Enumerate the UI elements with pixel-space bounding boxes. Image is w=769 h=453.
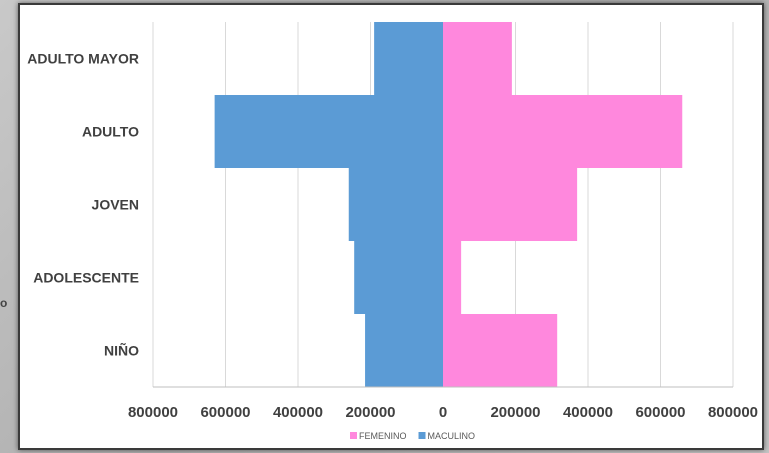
- x-tick-label: 400000: [273, 404, 323, 421]
- legend-label-femenino: FEMENINO: [359, 431, 407, 441]
- x-tick-label: 800000: [128, 404, 178, 421]
- bar-maculino-0: [374, 22, 443, 95]
- x-tick-label: 400000: [563, 404, 613, 421]
- bar-femenino-2: [443, 168, 578, 241]
- bar-layer: [214, 22, 683, 387]
- population-pyramid-chart: ADULTO MAYOR ADULTO JOVEN ADOLESCENTE NIÑO 80…: [27, 22, 758, 441]
- x-tick-label: 800000: [708, 404, 758, 421]
- x-tick-label: 600000: [200, 404, 250, 421]
- bar-femenino-0: [443, 22, 512, 95]
- x-tick-label: 0: [439, 404, 447, 421]
- bar-maculino-2: [348, 168, 443, 241]
- stray-text: o: [0, 296, 8, 310]
- legend-swatch-femenino: [350, 432, 357, 439]
- x-tick-label: 200000: [345, 404, 395, 421]
- category-label: ADULTO: [82, 124, 139, 140]
- category-label: NIÑO: [104, 342, 139, 359]
- legend-swatch-maculino: [418, 432, 426, 439]
- bar-maculino-1: [214, 95, 443, 168]
- legend: FEMENINO MACULINO: [350, 431, 475, 441]
- bar-maculino-4: [365, 314, 443, 387]
- bar-maculino-3: [354, 241, 443, 314]
- x-tick-label: 600000: [635, 404, 685, 421]
- bar-femenino-1: [443, 95, 683, 168]
- chart-container: ADULTO MAYOR ADULTO JOVEN ADOLESCENTE NIÑO 80…: [18, 3, 764, 450]
- bar-femenino-3: [443, 241, 462, 314]
- x-tick-label: 200000: [490, 404, 540, 421]
- category-label: JOVEN: [92, 197, 139, 213]
- bar-femenino-4: [443, 314, 558, 387]
- legend-label-maculino: MACULINO: [428, 431, 476, 441]
- axis-layer: ADULTO MAYOR ADULTO JOVEN ADOLESCENTE NIÑO 80…: [27, 51, 758, 422]
- category-label: ADOLESCENTE: [33, 270, 139, 286]
- category-label: ADULTO MAYOR: [27, 51, 139, 67]
